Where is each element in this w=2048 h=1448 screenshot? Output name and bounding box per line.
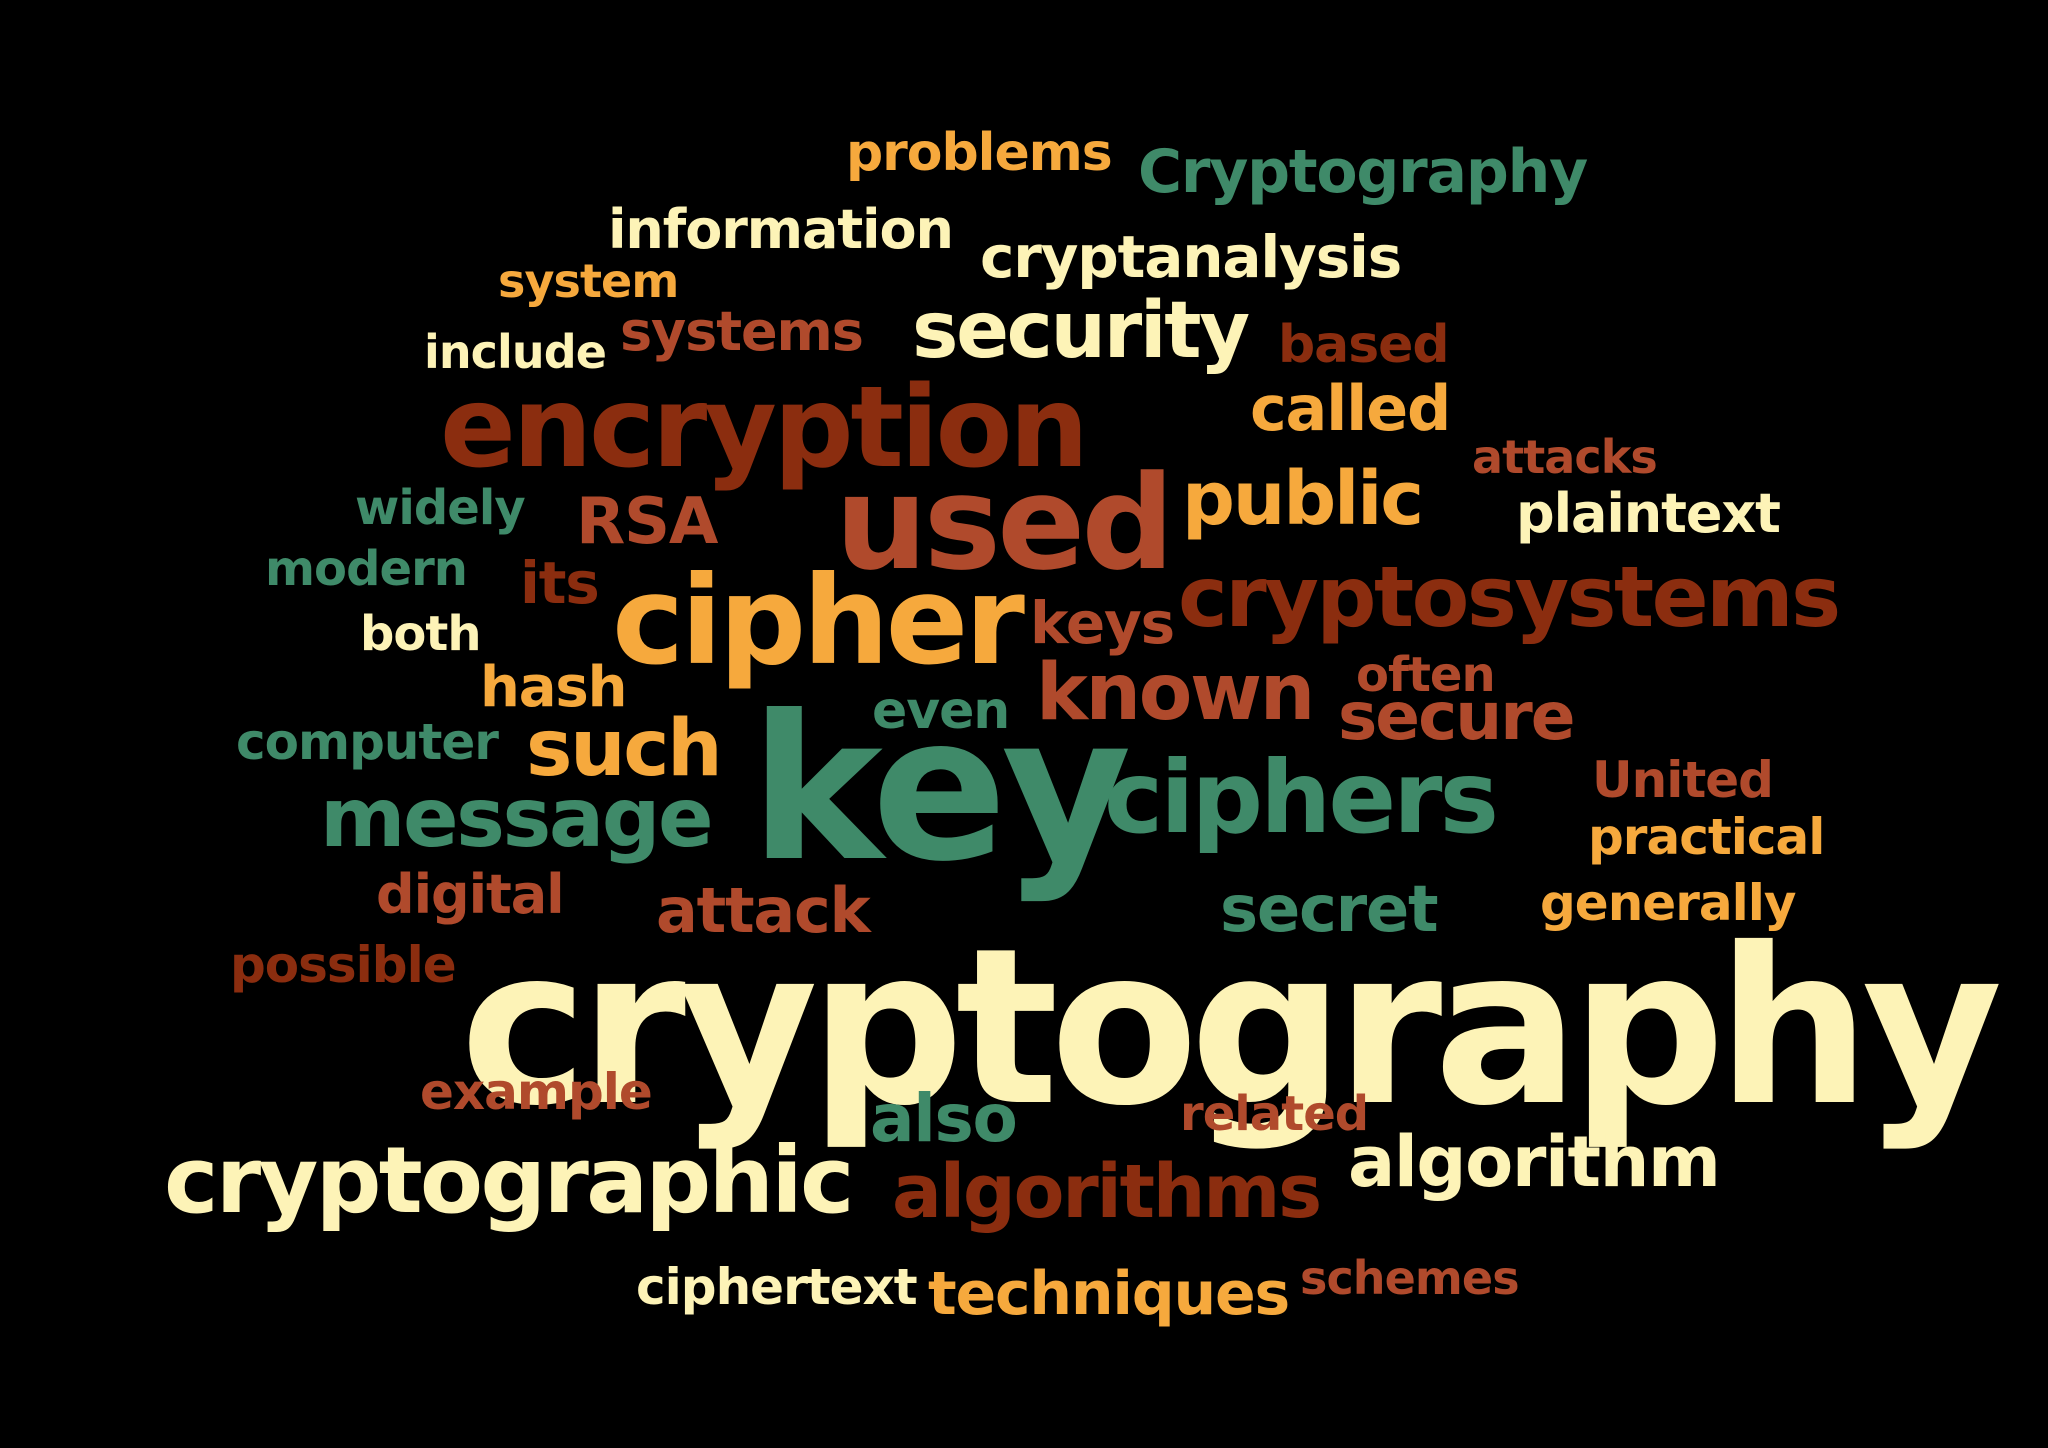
word-united: United <box>1592 751 1774 809</box>
word-modern: modern <box>265 541 468 597</box>
word-cipher: cipher <box>612 550 1025 692</box>
word-algorithms: algorithms <box>892 1149 1322 1235</box>
word-called: called <box>1250 372 1451 445</box>
word-schemes: schemes <box>1300 1251 1520 1305</box>
word-problems: problems <box>846 123 1113 183</box>
word-cryptography-capitalized: Cryptography <box>1138 137 1588 207</box>
word-cryptanalysis: cryptanalysis <box>980 223 1402 291</box>
word-algorithm: algorithm <box>1348 1121 1721 1203</box>
word-cryptographic: cryptographic <box>164 1127 855 1234</box>
word-security: security <box>912 286 1250 376</box>
word-techniques: techniques <box>928 1259 1290 1329</box>
word-based: based <box>1278 315 1450 375</box>
word-secret: secret <box>1220 873 1439 947</box>
word-ciphers: ciphers <box>1104 739 1499 856</box>
word-possible: possible <box>230 936 457 994</box>
word-include: include <box>424 325 607 379</box>
word-keys: keys <box>1030 589 1175 657</box>
word-also: also <box>870 1080 1018 1157</box>
word-ciphertext: ciphertext <box>636 1258 918 1316</box>
word-related: related <box>1180 1086 1369 1142</box>
word-message: message <box>320 771 714 866</box>
word-system: system <box>498 254 679 308</box>
word-often: often <box>1356 647 1496 703</box>
word-systems: systems <box>620 300 864 363</box>
word-used: used <box>835 447 1174 599</box>
word-encryption: encryption <box>440 363 1089 493</box>
word-plaintext: plaintext <box>1516 482 1781 545</box>
word-practical: practical <box>1588 808 1825 866</box>
word-cryptosystems: cryptosystems <box>1178 548 1841 646</box>
word-its: its <box>520 549 600 617</box>
word-example: example <box>420 1063 653 1121</box>
word-hash: hash <box>480 655 628 720</box>
word-digital: digital <box>376 863 565 926</box>
word-rsa: RSA <box>576 485 718 559</box>
word-public: public <box>1182 456 1424 542</box>
word-secure: secure <box>1338 678 1576 755</box>
word-even: even <box>872 681 1010 741</box>
word-known: known <box>1036 648 1315 738</box>
word-both: both <box>360 606 482 662</box>
word-generally: generally <box>1540 874 1796 932</box>
word-attacks: attacks <box>1472 430 1658 484</box>
word-cryptography: cryptography <box>460 902 2003 1153</box>
word-widely: widely <box>355 480 526 536</box>
word-attack: attack <box>656 874 871 947</box>
word-computer: computer <box>236 713 499 771</box>
word-such: such <box>526 704 723 794</box>
word-key: key <box>750 673 1132 906</box>
word-information: information <box>608 198 954 261</box>
